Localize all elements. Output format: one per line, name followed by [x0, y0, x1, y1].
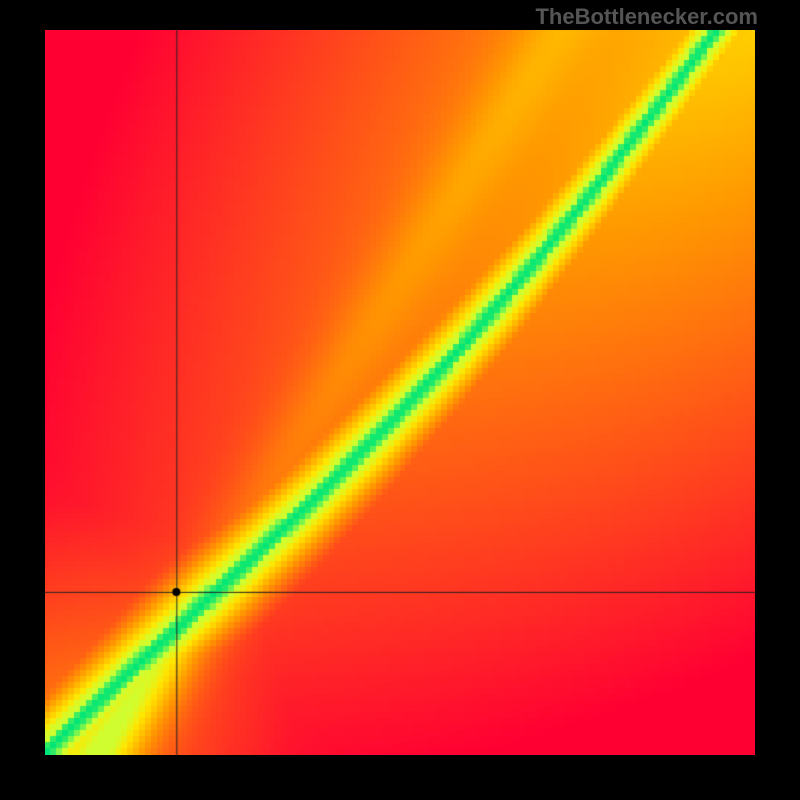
watermark-text: TheBottlenecker.com [535, 4, 758, 30]
chart-container: TheBottlenecker.com [0, 0, 800, 800]
bottleneck-heatmap [45, 30, 755, 755]
